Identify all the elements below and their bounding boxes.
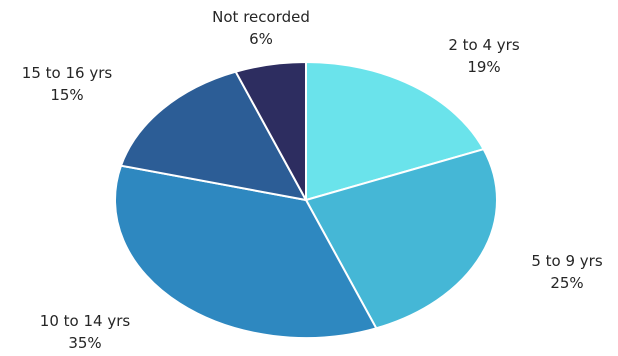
pie-label-category: Not recorded <box>212 8 310 26</box>
pie-label-percent: 6% <box>249 30 273 48</box>
pie-label-10-to-14-yrs: 10 to 14 yrs 35% <box>40 312 131 352</box>
pie-slice-10-to-14-yrs <box>114 164 378 339</box>
pie-slice-15-to-16-yrs <box>120 70 307 201</box>
pie-slice-2-to-4-yrs <box>305 61 485 201</box>
pie-label-percent: 15% <box>50 86 83 104</box>
pie-label-percent: 19% <box>467 58 500 76</box>
pie-label-not-recorded: Not recorded 6% <box>212 8 310 48</box>
pie-slice-not-recorded <box>234 61 307 201</box>
pie-slices <box>114 61 498 339</box>
pie-label-percent: 35% <box>68 334 101 352</box>
pie-label-2-to-4-yrs: 2 to 4 yrs 19% <box>448 36 519 76</box>
pie-label-category: 10 to 14 yrs <box>40 312 131 330</box>
pie-label-15-to-16-yrs: 15 to 16 yrs 15% <box>22 64 113 104</box>
pie-label-category: 5 to 9 yrs <box>531 252 602 270</box>
pie-labels: 2 to 4 yrs 19% 5 to 9 yrs 25% 10 to 14 yrs 35… <box>22 8 603 352</box>
pie-label-percent: 25% <box>550 274 583 292</box>
pie-label-category: 2 to 4 yrs <box>448 36 519 54</box>
pie-label-5-to-9-yrs: 5 to 9 yrs 25% <box>531 252 602 292</box>
pie-label-category: 15 to 16 yrs <box>22 64 113 82</box>
pie-slice-5-to-9-yrs <box>305 148 498 330</box>
